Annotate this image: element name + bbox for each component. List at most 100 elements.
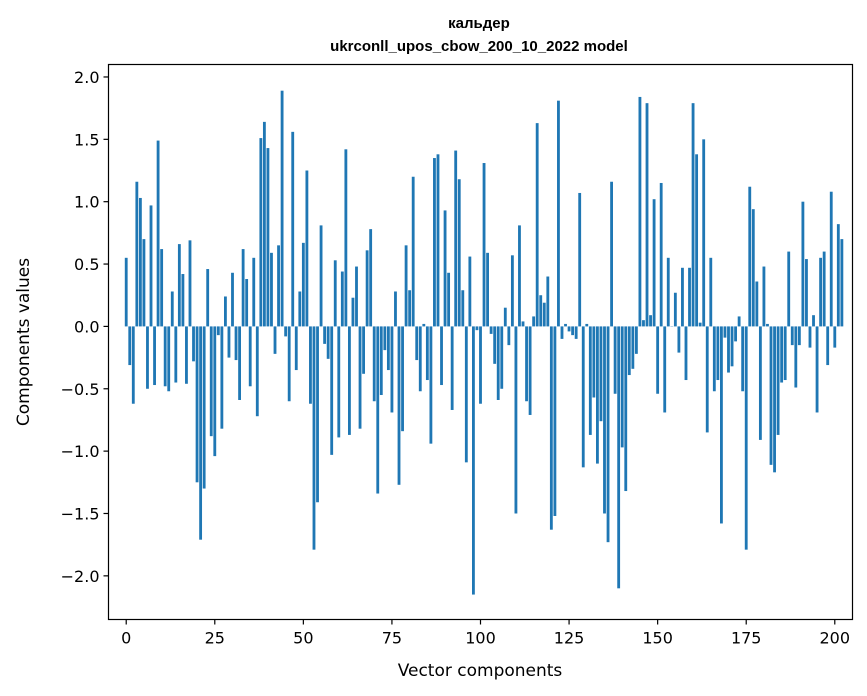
bar-184	[776, 326, 780, 435]
bar-136	[606, 326, 610, 543]
bar-104	[493, 326, 497, 364]
bar-87	[433, 158, 436, 327]
bar-150	[656, 326, 660, 394]
bar-161	[695, 154, 699, 327]
bar-131	[588, 326, 592, 435]
bar-10	[160, 249, 164, 327]
y-axis-ticks: −2.0 −1.5 −1.0 −0.5 0.0 0.5 1.0 1.5 2.0	[61, 68, 109, 586]
bar-64	[351, 297, 355, 327]
bar-36	[252, 257, 256, 327]
bar-181	[766, 323, 769, 327]
bar-17	[185, 326, 188, 384]
bar-188	[790, 326, 794, 346]
bar-130	[585, 323, 589, 327]
bar-61	[340, 271, 344, 327]
bar-149	[652, 199, 656, 327]
bar-156	[677, 326, 681, 353]
bar-159	[688, 267, 691, 327]
bar-194	[812, 315, 815, 327]
bar-178	[755, 281, 759, 327]
bar-190	[797, 326, 801, 346]
bar-31	[234, 326, 238, 361]
bar-series	[124, 90, 844, 595]
bar-39	[262, 121, 266, 327]
y-tick-label: 0.5	[74, 255, 99, 274]
bar-108	[507, 326, 511, 346]
bar-59	[333, 260, 337, 327]
bar-0	[124, 257, 128, 327]
bar-165	[709, 257, 713, 327]
bar-86	[429, 326, 433, 444]
bar-99	[475, 326, 479, 331]
bar-23	[206, 269, 210, 327]
bar-126	[571, 326, 575, 336]
bar-42	[273, 326, 277, 354]
bar-66	[358, 326, 362, 429]
bar-193	[808, 326, 812, 348]
bar-106	[500, 326, 504, 389]
bar-82	[415, 326, 419, 361]
bar-8	[153, 326, 156, 386]
bar-174	[741, 326, 745, 392]
bar-183	[773, 326, 776, 473]
bar-14	[174, 326, 178, 383]
bar-74	[386, 326, 390, 371]
bar-9	[156, 140, 160, 327]
bar-155	[673, 292, 677, 327]
bar-187	[787, 251, 791, 327]
bar-11	[163, 326, 167, 387]
bar-40	[266, 148, 270, 327]
bar-76	[394, 291, 397, 327]
bar-185	[780, 326, 784, 383]
y-tick-label: −0.5	[61, 380, 100, 399]
bar-79	[404, 245, 408, 327]
bar-119	[546, 276, 550, 327]
bar-145	[638, 96, 642, 327]
y-axis-label: Components values	[14, 258, 34, 426]
bar-83	[418, 326, 422, 392]
x-axis-label: Vector components	[398, 661, 563, 681]
bar-107	[503, 307, 507, 327]
bar-125	[567, 326, 571, 332]
bar-43	[277, 245, 280, 327]
bar-195	[815, 326, 819, 413]
bar-170	[727, 326, 730, 373]
y-tick-label: −1.0	[61, 442, 100, 461]
bar-51	[305, 170, 309, 327]
bar-32	[238, 326, 241, 400]
chart-subtitle: ukrconll_upos_cbow_200_10_2022 model	[330, 38, 628, 55]
x-tick-label: 200	[820, 629, 851, 648]
bar-168	[720, 326, 723, 524]
bar-45	[284, 326, 288, 337]
bar-44	[280, 90, 284, 327]
bar-146	[642, 320, 645, 327]
bar-114	[528, 326, 532, 415]
bar-71	[376, 326, 380, 494]
bar-1	[128, 326, 132, 366]
bar-93	[454, 150, 458, 327]
bar-144	[634, 326, 638, 354]
bar-48	[294, 326, 298, 371]
bar-75	[390, 326, 394, 413]
bar-47	[291, 131, 295, 327]
bar-103	[489, 326, 493, 334]
bar-109	[510, 255, 514, 327]
bar-37	[255, 326, 259, 417]
bar-16	[181, 274, 185, 327]
bar-30	[231, 272, 234, 327]
bar-20	[195, 326, 199, 483]
bar-189	[794, 326, 798, 388]
bar-191	[801, 201, 805, 327]
x-tick-label: 75	[382, 629, 402, 648]
bar-73	[383, 326, 387, 351]
bar-94	[457, 179, 461, 327]
bar-133	[596, 326, 599, 464]
x-axis-ticks: 0 25 50 75 100 125 150 175 200	[121, 619, 851, 648]
bar-110	[514, 326, 518, 514]
bar-77	[397, 326, 401, 485]
bar-3	[135, 181, 139, 327]
bar-101	[482, 163, 486, 327]
bar-123	[560, 326, 564, 339]
bar-173	[737, 316, 741, 327]
bar-102	[486, 252, 489, 327]
